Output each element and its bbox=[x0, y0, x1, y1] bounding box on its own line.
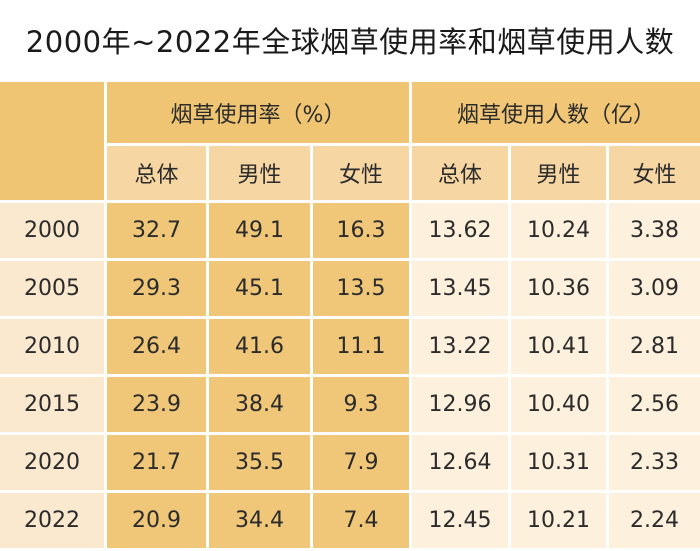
cell-count-total: 12.45 bbox=[412, 493, 512, 551]
cell-count-female: 3.09 bbox=[609, 261, 700, 319]
cell-count-female: 2.24 bbox=[609, 493, 700, 551]
col-header-count-total: 总体 bbox=[412, 146, 512, 203]
year-cell: 2020 bbox=[0, 435, 107, 493]
cell-count-male: 10.24 bbox=[511, 203, 610, 261]
cell-rate-male: 34.4 bbox=[209, 493, 313, 551]
cell-count-total: 13.62 bbox=[412, 203, 512, 261]
cell-rate-total: 32.7 bbox=[107, 203, 209, 261]
cell-rate-male: 49.1 bbox=[209, 203, 313, 261]
cell-count-male: 10.21 bbox=[511, 493, 610, 551]
cell-rate-female: 13.5 bbox=[313, 261, 413, 319]
cell-rate-total: 20.9 bbox=[107, 493, 209, 551]
year-cell: 2010 bbox=[0, 319, 107, 377]
cell-rate-female: 11.1 bbox=[313, 319, 413, 377]
cell-count-male: 10.40 bbox=[511, 377, 610, 435]
table-row: 2000 32.7 49.1 16.3 13.62 10.24 3.38 bbox=[0, 203, 700, 261]
table-row: 2015 23.9 38.4 9.3 12.96 10.40 2.56 bbox=[0, 377, 700, 435]
cell-rate-total: 23.9 bbox=[107, 377, 209, 435]
cell-rate-male: 41.6 bbox=[209, 319, 313, 377]
cell-count-female: 3.38 bbox=[609, 203, 700, 261]
cell-count-female: 2.33 bbox=[609, 435, 700, 493]
cell-rate-female: 7.4 bbox=[313, 493, 413, 551]
table-row: 2022 20.9 34.4 7.4 12.45 10.21 2.24 bbox=[0, 493, 700, 551]
cell-count-female: 2.81 bbox=[609, 319, 700, 377]
col-header-rate-total: 总体 bbox=[107, 146, 209, 203]
cell-rate-female: 7.9 bbox=[313, 435, 413, 493]
chart-title: 2000年~2022年全球烟草使用率和烟草使用人数 bbox=[25, 25, 675, 59]
table-row: 2005 29.3 45.1 13.5 13.45 10.36 3.09 bbox=[0, 261, 700, 319]
cell-count-male: 10.31 bbox=[511, 435, 610, 493]
col-header-rate-male: 男性 bbox=[209, 146, 313, 203]
cell-rate-total: 29.3 bbox=[107, 261, 209, 319]
year-cell: 2000 bbox=[0, 203, 107, 261]
table-row: 2020 21.7 35.5 7.9 12.64 10.31 2.33 bbox=[0, 435, 700, 493]
year-cell: 2022 bbox=[0, 493, 107, 551]
group-header-count: 烟草使用人数（亿） bbox=[412, 82, 700, 146]
year-cell: 2005 bbox=[0, 261, 107, 319]
group-header-rate: 烟草使用率（%） bbox=[107, 82, 413, 146]
col-header-rate-female: 女性 bbox=[313, 146, 413, 203]
cell-rate-total: 21.7 bbox=[107, 435, 209, 493]
tobacco-table: 烟草使用率（%） 烟草使用人数（亿） 总体 男性 女性 总体 男性 女性 200… bbox=[0, 82, 700, 551]
cell-count-female: 2.56 bbox=[609, 377, 700, 435]
cell-count-total: 12.64 bbox=[412, 435, 512, 493]
cell-rate-female: 16.3 bbox=[313, 203, 413, 261]
cell-count-male: 10.36 bbox=[511, 261, 610, 319]
cell-rate-male: 35.5 bbox=[209, 435, 313, 493]
cell-count-total: 13.45 bbox=[412, 261, 512, 319]
corner-cell bbox=[0, 82, 107, 203]
cell-rate-male: 38.4 bbox=[209, 377, 313, 435]
cell-count-male: 10.41 bbox=[511, 319, 610, 377]
cell-rate-total: 26.4 bbox=[107, 319, 209, 377]
col-header-count-female: 女性 bbox=[609, 146, 700, 203]
cell-rate-female: 9.3 bbox=[313, 377, 413, 435]
cell-count-total: 12.96 bbox=[412, 377, 512, 435]
cell-count-total: 13.22 bbox=[412, 319, 512, 377]
table-row: 2010 26.4 41.6 11.1 13.22 10.41 2.81 bbox=[0, 319, 700, 377]
col-header-count-male: 男性 bbox=[511, 146, 610, 203]
year-cell: 2015 bbox=[0, 377, 107, 435]
cell-rate-male: 45.1 bbox=[209, 261, 313, 319]
